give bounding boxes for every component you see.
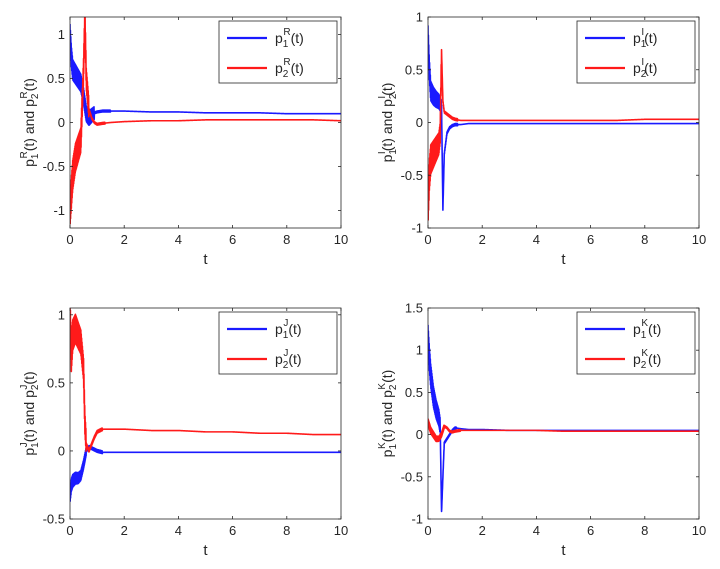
y-tick-label: 0.5 <box>405 62 423 77</box>
legend: p1R(t) p2R(t) <box>218 20 338 84</box>
x-tick-label: 10 <box>334 232 348 247</box>
x-tick-label: 8 <box>283 232 290 247</box>
x-tick-label: 4 <box>175 232 182 247</box>
legend-box <box>576 20 696 84</box>
legend: p1K(t) p2K(t) <box>576 311 696 375</box>
legend-label: p1J(t) <box>275 318 302 341</box>
x-tick-label: 10 <box>334 523 348 538</box>
x-tick-label: 4 <box>533 523 540 538</box>
x-tick-label: 6 <box>587 232 594 247</box>
legend: p1I(t) p2I(t) <box>576 20 696 84</box>
legend-box <box>576 311 696 375</box>
y-axis-label: p1J(t) and p2J(t) <box>19 371 41 455</box>
chart-panel-1: 0 2 4 6 8 10 -1 -0.5 0 0.5 1 t p1R(t) and p2R(t) p1R(… <box>19 16 348 268</box>
legend: p1J(t) p2J(t) <box>218 311 338 375</box>
x-tick-label: 8 <box>283 523 290 538</box>
x-axis-label: t <box>561 542 566 559</box>
series-line-2 <box>70 308 341 453</box>
legend-label: p2J(t) <box>275 348 302 371</box>
y-tick-label: 0.5 <box>47 71 65 86</box>
y-tick-label: 1 <box>416 343 423 358</box>
x-tick-label: 8 <box>641 523 648 538</box>
legend-label: p2K(t) <box>633 348 661 371</box>
x-tick-label: 2 <box>479 523 486 538</box>
y-tick-label: 0.5 <box>405 385 423 400</box>
x-tick-label: 6 <box>229 523 236 538</box>
series-line-2 <box>428 48 699 221</box>
y-tick-label: -0.5 <box>43 159 65 174</box>
y-tick-label: -0.5 <box>401 168 423 183</box>
x-axis-label: t <box>203 251 208 268</box>
x-tick-label: 6 <box>229 232 236 247</box>
y-tick-label: -1 <box>411 512 423 527</box>
x-tick-label: 0 <box>66 523 73 538</box>
series-line-1 <box>70 24 341 126</box>
x-tick-label: 8 <box>641 232 648 247</box>
x-tick-label: 2 <box>121 523 128 538</box>
y-tick-label: -0.5 <box>43 512 65 527</box>
y-tick-label: 1 <box>58 27 65 42</box>
y-tick-label: 0 <box>416 427 423 442</box>
y-tick-label: -1 <box>411 221 423 236</box>
x-tick-label: 0 <box>424 232 431 247</box>
y-tick-label: 1 <box>58 307 65 322</box>
y-tick-label: -1 <box>53 203 65 218</box>
x-tick-label: 2 <box>479 232 486 247</box>
series-line-2 <box>70 17 341 225</box>
chart-panel-2: 0 2 4 6 8 10 -1 -0.5 0 0.5 1 t p1I(t) and p2I(t) p1I(… <box>377 10 706 269</box>
y-tick-label: 0 <box>58 115 65 130</box>
y-axis-label: p1K(t) and p2K(t) <box>377 370 399 458</box>
x-tick-label: 4 <box>533 232 540 247</box>
series-line-1 <box>428 25 699 211</box>
x-tick-label: 4 <box>175 523 182 538</box>
y-axis-label: p1I(t) and p2I(t) <box>377 83 399 163</box>
x-tick-label: 0 <box>66 232 73 247</box>
y-tick-label: 0 <box>416 115 423 130</box>
chart-panel-4: 0 2 4 6 8 10 -1 -0.5 0 0.5 1 1.5 t p1K(t) and p2K(t) p… <box>377 301 706 560</box>
legend-box <box>218 20 338 84</box>
y-tick-label: 1.5 <box>405 301 423 316</box>
y-tick-label: -0.5 <box>401 469 423 484</box>
axes-box <box>427 307 700 520</box>
legend-box <box>218 311 338 375</box>
x-tick-label: 0 <box>424 523 431 538</box>
legend-label: p1K(t) <box>633 318 661 341</box>
series-line-2 <box>428 418 699 443</box>
x-axis-label: t <box>203 542 208 559</box>
legend-label: p1R(t) <box>275 27 304 50</box>
x-axis-label: t <box>561 251 566 268</box>
x-tick-label: 10 <box>692 232 706 247</box>
legend-label: p1I(t) <box>633 27 657 50</box>
x-tick-label: 10 <box>692 523 706 538</box>
series-line-1 <box>70 444 341 502</box>
x-tick-label: 6 <box>587 523 594 538</box>
legend-label: p2R(t) <box>275 57 304 80</box>
y-tick-label: 0.5 <box>47 375 65 390</box>
x-tick-label: 2 <box>121 232 128 247</box>
axes-box <box>69 307 342 520</box>
y-tick-label: 1 <box>416 10 423 25</box>
series-line-1 <box>428 324 699 513</box>
y-axis-label: p1R(t) and p2R(t) <box>19 78 41 167</box>
y-tick-label: 0 <box>58 443 65 458</box>
legend-label: p2I(t) <box>633 57 657 80</box>
